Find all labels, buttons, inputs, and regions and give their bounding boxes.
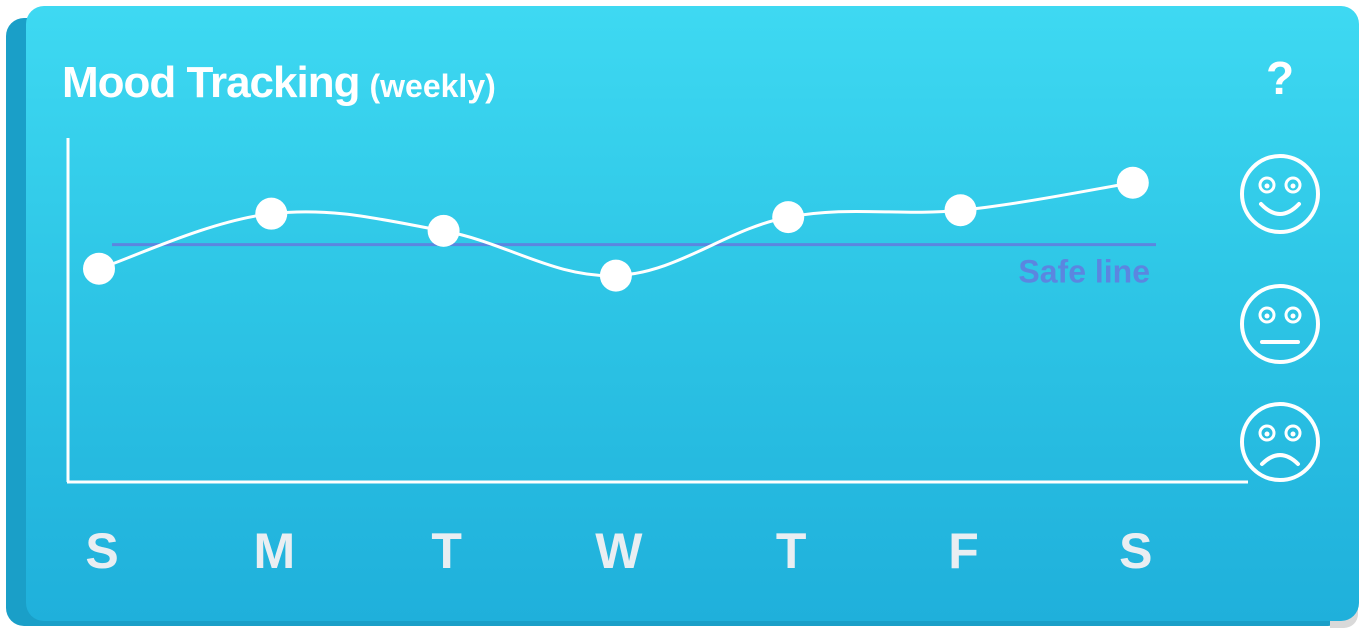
sad-face-icon bbox=[1240, 402, 1320, 482]
mood-point-6 bbox=[944, 194, 977, 227]
day-label-6: F bbox=[948, 523, 979, 579]
day-label-3: T bbox=[431, 523, 462, 579]
mood-point-2 bbox=[255, 197, 288, 230]
day-label-5: T bbox=[776, 523, 807, 579]
day-label-7: S bbox=[1119, 523, 1152, 579]
mood-card bbox=[26, 6, 1359, 621]
mood-point-5 bbox=[772, 201, 805, 234]
mood-point-4 bbox=[599, 259, 632, 292]
day-label-2: M bbox=[253, 523, 295, 579]
mood-point-3 bbox=[427, 214, 460, 247]
title-text: Mood Tracking bbox=[62, 58, 360, 107]
day-label-4: W bbox=[595, 523, 643, 579]
day-label-1: S bbox=[85, 523, 118, 579]
page-title: Mood Tracking (weekly) bbox=[62, 58, 496, 108]
mood-point-7 bbox=[1116, 166, 1149, 199]
happy-face-icon bbox=[1240, 154, 1320, 234]
help-button[interactable]: ? bbox=[1265, 52, 1295, 104]
safe-line-label: Safe line bbox=[1018, 254, 1150, 290]
title-subtitle: (weekly) bbox=[369, 68, 496, 104]
mood-point-1 bbox=[83, 252, 115, 285]
neutral-face-icon bbox=[1240, 284, 1320, 364]
